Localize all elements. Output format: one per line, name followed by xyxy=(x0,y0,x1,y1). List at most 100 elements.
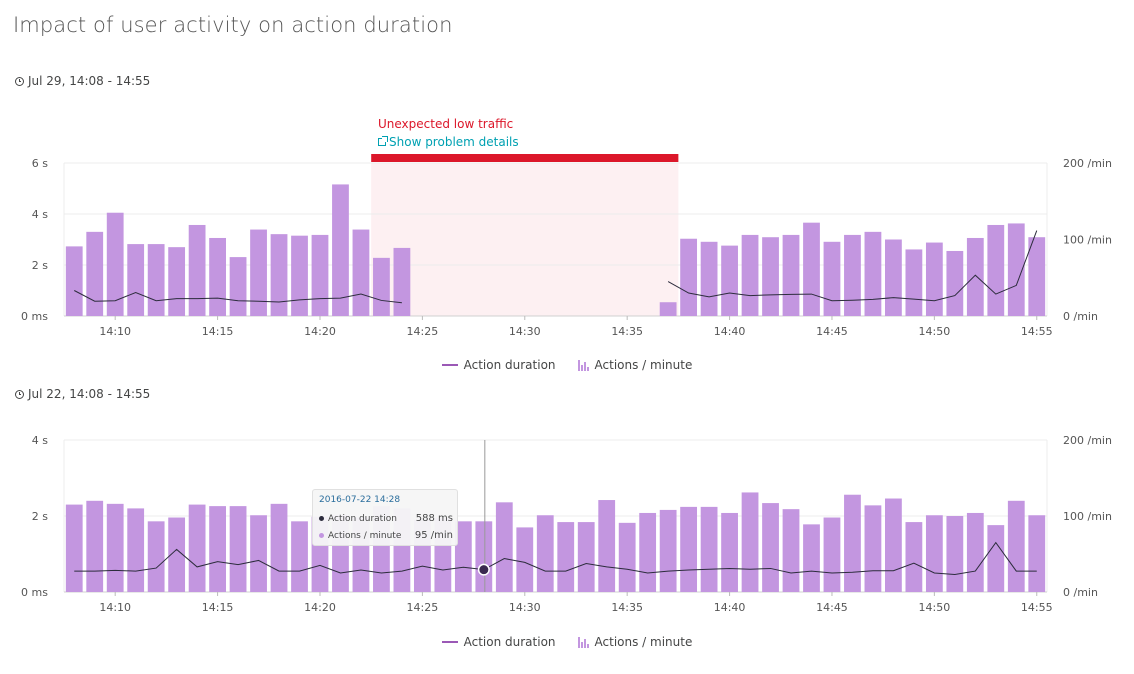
x-tick-label: 14:50 xyxy=(919,325,951,338)
x-tick-label: 14:50 xyxy=(919,601,951,614)
bar xyxy=(1028,237,1046,316)
bar xyxy=(270,503,288,592)
bar xyxy=(680,506,698,592)
bar xyxy=(741,234,759,316)
legend-label: Action duration xyxy=(463,358,556,372)
bar xyxy=(966,237,984,316)
x-tick-label: 14:30 xyxy=(509,325,541,338)
bar xyxy=(516,527,534,592)
clock-icon xyxy=(15,76,24,86)
chart-bottom[interactable]: 0 ms 2 s 4 s 0 /min 100 /min 200 /min 14:10 14:… xyxy=(0,427,1134,614)
bar xyxy=(762,503,779,592)
legend-item-actions-per-minute[interactable]: Actions / minute xyxy=(577,635,693,649)
bar xyxy=(188,504,206,592)
y-tick-left: 2 s xyxy=(32,510,48,523)
bar xyxy=(86,231,104,316)
show-problem-details-label: Show problem details xyxy=(389,135,519,149)
bar xyxy=(721,245,738,316)
bar xyxy=(680,238,698,316)
legend-label: Actions / minute xyxy=(594,635,693,649)
clock-icon xyxy=(15,389,24,399)
x-tick-label: 14:25 xyxy=(407,325,439,338)
legend-item-action-duration[interactable]: Action duration xyxy=(441,358,556,372)
bar xyxy=(946,250,964,316)
bar xyxy=(1007,500,1025,592)
legend-item-actions-per-minute[interactable]: Actions / minute xyxy=(577,358,692,372)
bar xyxy=(495,502,513,592)
bar xyxy=(229,257,247,316)
x-tick-label: 14:55 xyxy=(1021,601,1053,614)
bar xyxy=(823,517,841,592)
bar xyxy=(127,508,145,592)
bar xyxy=(659,302,677,316)
legend-bottom: Action duration Actions / minute xyxy=(0,635,1134,649)
bar xyxy=(659,509,677,592)
bar xyxy=(577,522,595,592)
x-tick-label: 14:15 xyxy=(202,601,234,614)
show-problem-details-link[interactable]: Show problem details xyxy=(378,135,519,149)
bar xyxy=(1028,515,1046,592)
bar xyxy=(127,244,145,316)
tooltip-row-rate: Actions / minute 95 /min xyxy=(319,530,453,541)
bar-chart-icon xyxy=(577,359,589,371)
bar xyxy=(925,515,943,592)
duration-line xyxy=(74,541,1037,576)
problem-region xyxy=(371,163,679,316)
y-tick-left: 4 s xyxy=(32,434,48,447)
x-tick-label: 14:40 xyxy=(714,325,746,338)
bar xyxy=(946,516,964,592)
line-icon xyxy=(441,641,458,643)
highlight-point xyxy=(479,565,489,575)
bar xyxy=(250,229,267,316)
bar xyxy=(311,234,329,316)
external-link-icon xyxy=(378,136,388,146)
legend-item-action-duration[interactable]: Action duration xyxy=(441,635,556,649)
tooltip-date: 2016-07-22 14:28 xyxy=(319,495,401,505)
bar xyxy=(65,504,83,592)
bar xyxy=(782,234,800,316)
chart-tooltip: 2016-07-22 14:28 Action duration 588 ms … xyxy=(312,489,458,546)
x-tick-label: 14:10 xyxy=(99,325,131,338)
tooltip-label: Action duration xyxy=(328,513,397,524)
y-tick-right: 200 /min xyxy=(1063,434,1112,447)
tooltip-label: Actions / minute xyxy=(328,530,402,541)
bar xyxy=(106,212,124,316)
bar xyxy=(823,241,841,316)
line-icon xyxy=(441,364,458,366)
series-dot-icon xyxy=(319,516,324,521)
chart-top[interactable]: 0 ms 2 s 4 s 6 s 0 /min 100 /min 200 /min 14:10… xyxy=(0,150,1134,338)
bar xyxy=(168,517,186,592)
bar xyxy=(250,515,267,592)
timerange-top: Jul 29, 14:08 - 14:55 xyxy=(15,74,150,88)
y-tick-right: 100 /min xyxy=(1063,510,1112,523)
bar xyxy=(598,500,616,592)
bar xyxy=(291,521,308,592)
bar xyxy=(864,231,882,316)
x-tick-label: 14:20 xyxy=(304,325,336,338)
page-title: Impact of user activity on action durati… xyxy=(13,13,453,37)
bar xyxy=(188,224,206,316)
x-tick-label: 14:45 xyxy=(816,325,848,338)
bar xyxy=(557,522,575,592)
x-tick-label: 14:25 xyxy=(407,601,439,614)
y-tick-right: 0 /min xyxy=(1063,586,1098,599)
legend-label: Action duration xyxy=(463,635,556,649)
y-tick-left: 4 s xyxy=(32,208,48,221)
bar xyxy=(106,503,124,592)
bar xyxy=(639,512,657,592)
bar xyxy=(987,224,1005,316)
bar xyxy=(373,257,390,316)
bar xyxy=(352,229,370,316)
bar xyxy=(966,512,984,592)
tooltip-row-duration: Action duration 588 ms xyxy=(319,513,453,524)
bar xyxy=(803,524,820,592)
x-tick-label: 14:55 xyxy=(1021,325,1053,338)
bar xyxy=(1007,223,1025,316)
duration-line xyxy=(74,290,402,304)
y-tick-left: 0 ms xyxy=(21,310,48,323)
bar xyxy=(536,515,554,592)
duration-line xyxy=(667,230,1038,302)
bar xyxy=(700,241,718,316)
y-tick-right: 200 /min xyxy=(1063,157,1112,170)
bar xyxy=(885,498,902,592)
